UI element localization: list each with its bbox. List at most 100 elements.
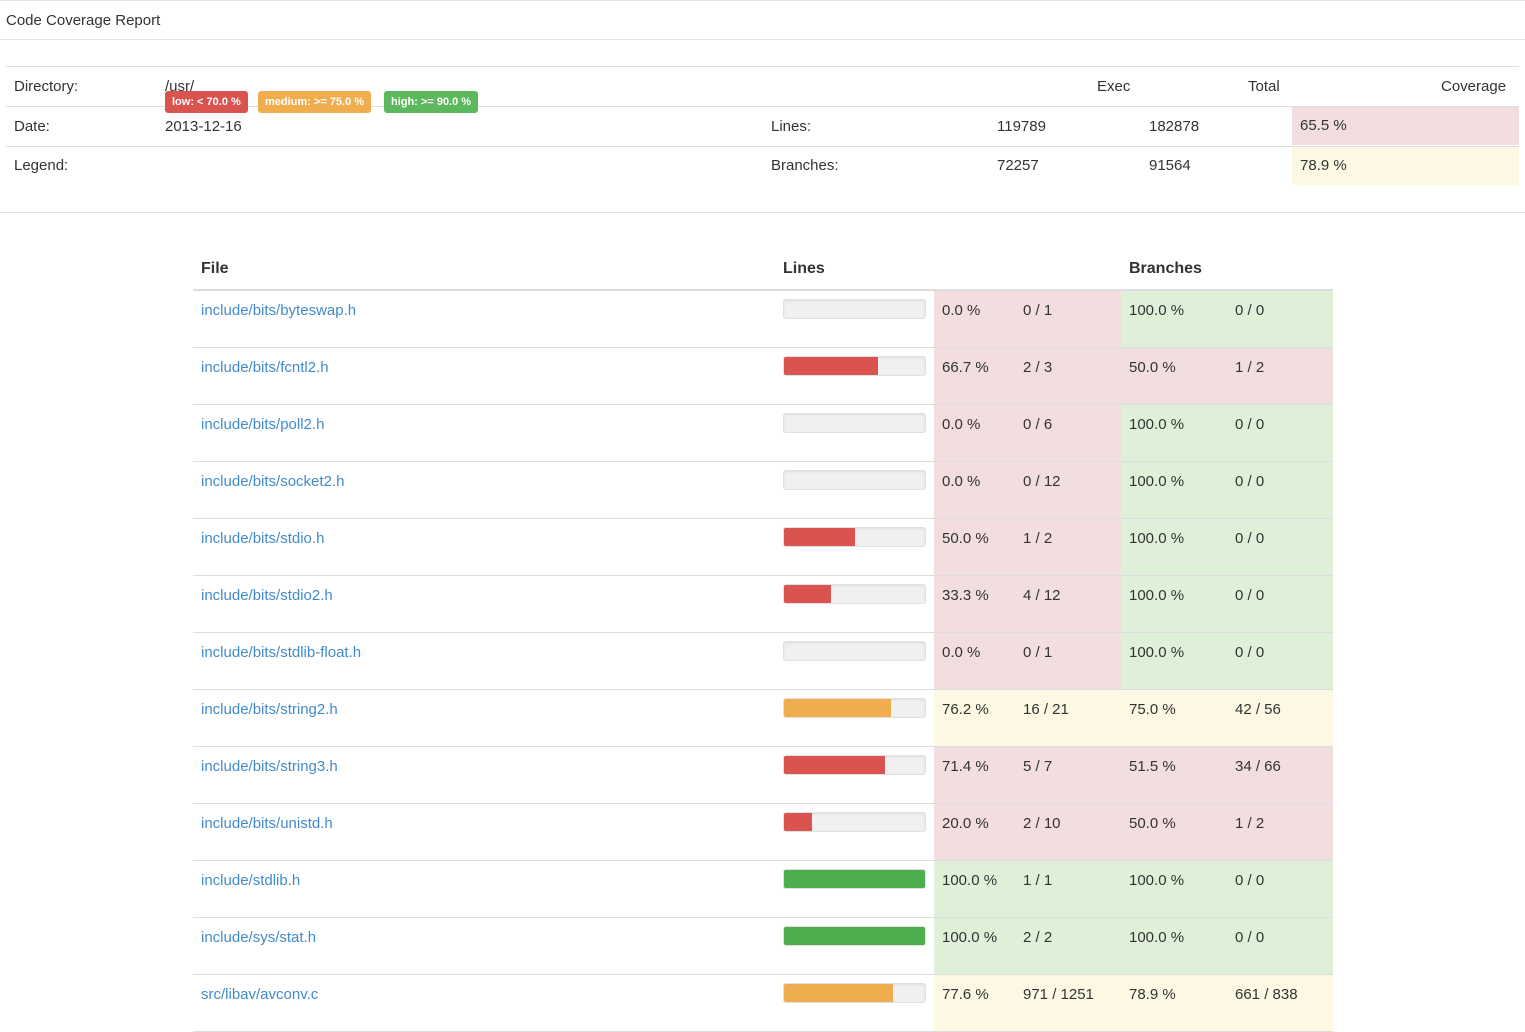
file-link[interactable]: include/bits/fcntl2.h [201, 359, 329, 376]
line-coverage-bar-fill [784, 756, 885, 774]
line-coverage-ratio: 0 / 1 [1023, 302, 1053, 319]
lines-total-value: 182878 [1149, 118, 1200, 135]
file-link[interactable]: include/bits/socket2.h [201, 473, 345, 490]
section-divider [0, 212, 1525, 213]
line-coverage-ratio: 5 / 7 [1023, 758, 1053, 775]
line-coverage-bar-fill [784, 585, 831, 603]
branch-coverage-ratio: 0 / 0 [1235, 302, 1265, 319]
branch-coverage-percent: 78.9 % [1129, 986, 1176, 1003]
line-coverage-cell [934, 975, 1121, 1031]
line-coverage-bar-fill [784, 528, 855, 546]
branches-exec-value: 72257 [997, 157, 1039, 174]
report-title[interactable]: Code Coverage Report [6, 12, 161, 29]
branch-coverage-cell [1121, 405, 1333, 461]
branch-coverage-ratio: 0 / 0 [1235, 929, 1265, 946]
lines-coverage-value: 65.5 % [1292, 107, 1519, 145]
line-coverage-bar [783, 812, 926, 832]
branch-coverage-cell [1121, 576, 1333, 632]
legend-high-badge: high: >= 90.0 % [384, 91, 479, 113]
file-link[interactable]: src/libav/avconv.c [201, 986, 319, 1003]
branch-coverage-ratio: 0 / 0 [1235, 416, 1265, 433]
line-coverage-cell [934, 633, 1121, 689]
line-coverage-ratio: 2 / 2 [1023, 929, 1053, 946]
line-coverage-ratio: 2 / 3 [1023, 359, 1053, 376]
file-link[interactable]: include/bits/byteswap.h [201, 302, 357, 319]
line-coverage-cell [934, 519, 1121, 575]
line-coverage-percent: 71.4 % [942, 758, 989, 775]
branches-coverage-value: 78.9 % [1292, 147, 1519, 185]
line-coverage-cell [934, 690, 1121, 746]
file-link[interactable]: include/bits/string3.h [201, 758, 338, 775]
line-coverage-cell [934, 804, 1121, 860]
branch-coverage-cell [1121, 975, 1333, 1031]
branch-coverage-percent: 100.0 % [1129, 587, 1185, 604]
table-row: include/stdlib.h 100.0 % 1 / 1 100.0 % 0 / 0 [193, 861, 1333, 918]
line-coverage-bar-fill [784, 813, 813, 831]
line-coverage-bar [783, 755, 926, 775]
line-coverage-percent: 0.0 % [942, 473, 981, 490]
line-coverage-ratio: 0 / 6 [1023, 416, 1053, 433]
branch-coverage-percent: 100.0 % [1129, 416, 1185, 433]
line-coverage-percent: 100.0 % [942, 872, 998, 889]
file-link[interactable]: include/bits/string2.h [201, 701, 338, 718]
line-coverage-bar-fill [784, 699, 892, 717]
branch-coverage-cell [1121, 633, 1333, 689]
table-row: include/bits/stdio.h 50.0 % 1 / 2 100.0 % 0 … [193, 519, 1333, 576]
file-link[interactable]: include/bits/stdio2.h [201, 587, 333, 604]
branch-coverage-ratio: 0 / 0 [1235, 587, 1265, 604]
branch-coverage-percent: 100.0 % [1129, 644, 1185, 661]
line-coverage-cell [934, 747, 1121, 803]
table-row: include/bits/stdio2.h 33.3 % 4 / 12 100.0 %… [193, 576, 1333, 633]
header-divider [193, 289, 1333, 291]
branch-coverage-cell [1121, 462, 1333, 518]
lines-label: Lines: [771, 118, 812, 135]
branch-coverage-percent: 50.0 % [1129, 815, 1176, 832]
branch-coverage-cell [1121, 861, 1333, 917]
line-coverage-bar [783, 584, 926, 604]
file-link[interactable]: include/bits/stdlib-float.h [201, 644, 362, 661]
table-row: include/bits/byteswap.h 0.0 % 0 / 1 100.0 %… [193, 291, 1333, 348]
table-row: include/bits/string3.h 71.4 % 5 / 7 51.5 % 3… [193, 747, 1333, 804]
table-row: include/bits/socket2.h 0.0 % 0 / 12 100.0 %… [193, 462, 1333, 519]
file-link[interactable]: include/stdlib.h [201, 872, 301, 889]
branch-coverage-ratio: 34 / 66 [1235, 758, 1281, 775]
line-coverage-bar-fill [784, 870, 925, 888]
lines-column-header: Lines [783, 260, 825, 277]
table-row: include/bits/string2.h 76.2 % 16 / 21 75.0 … [193, 690, 1333, 747]
file-link[interactable]: include/bits/unistd.h [201, 815, 333, 832]
line-coverage-cell [934, 462, 1121, 518]
line-coverage-percent: 66.7 % [942, 359, 989, 376]
line-coverage-ratio: 2 / 10 [1023, 815, 1061, 832]
line-coverage-bar [783, 413, 926, 433]
table-row: include/bits/stdlib-float.h 0.0 % 0 / 1 100… [193, 633, 1333, 690]
line-coverage-ratio: 971 / 1251 [1023, 986, 1094, 1003]
file-link[interactable]: include/bits/stdio.h [201, 530, 325, 547]
directory-label: Directory: [14, 78, 79, 95]
branch-coverage-cell [1121, 747, 1333, 803]
branch-coverage-ratio: 1 / 2 [1235, 815, 1265, 832]
line-coverage-bar [783, 869, 926, 889]
branch-coverage-cell [1121, 918, 1333, 974]
branch-coverage-percent: 100.0 % [1129, 872, 1185, 889]
branch-coverage-ratio: 0 / 0 [1235, 530, 1265, 547]
branch-coverage-percent: 50.0 % [1129, 359, 1176, 376]
branch-coverage-percent: 51.5 % [1129, 758, 1176, 775]
line-coverage-percent: 50.0 % [942, 530, 989, 547]
line-coverage-percent: 33.3 % [942, 587, 989, 604]
branches-label: Branches: [771, 157, 839, 174]
line-coverage-ratio: 4 / 12 [1023, 587, 1061, 604]
file-link[interactable]: include/bits/poll2.h [201, 416, 325, 433]
line-coverage-ratio: 1 / 2 [1023, 530, 1053, 547]
line-coverage-percent: 76.2 % [942, 701, 989, 718]
branch-coverage-percent: 75.0 % [1129, 701, 1176, 718]
summary-divider [6, 66, 1519, 67]
file-column-header: File [201, 260, 229, 277]
line-coverage-bar-fill [784, 984, 894, 1002]
line-coverage-bar-fill [784, 927, 925, 945]
branch-coverage-ratio: 0 / 0 [1235, 872, 1265, 889]
line-coverage-cell [934, 918, 1121, 974]
branch-coverage-cell [1121, 291, 1333, 347]
branch-coverage-ratio: 661 / 838 [1235, 986, 1298, 1003]
file-link[interactable]: include/sys/stat.h [201, 929, 317, 946]
branch-coverage-ratio: 0 / 0 [1235, 473, 1265, 490]
